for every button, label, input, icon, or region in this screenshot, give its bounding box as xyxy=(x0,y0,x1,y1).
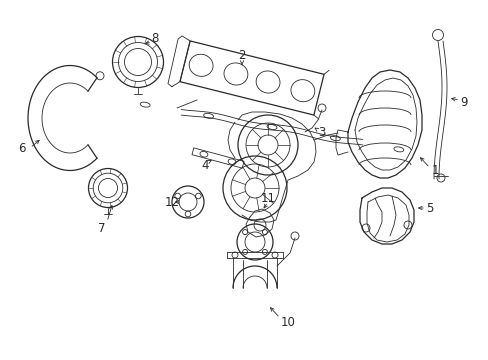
Text: 4: 4 xyxy=(201,158,208,171)
Text: 6: 6 xyxy=(18,141,26,154)
Text: 5: 5 xyxy=(426,202,433,215)
Text: 7: 7 xyxy=(98,221,105,234)
Text: 9: 9 xyxy=(459,95,467,108)
Text: 8: 8 xyxy=(151,31,159,45)
Text: 11: 11 xyxy=(260,192,275,204)
Text: 3: 3 xyxy=(318,126,325,139)
Text: 12: 12 xyxy=(164,195,179,208)
Text: 10: 10 xyxy=(280,315,295,328)
Text: 2: 2 xyxy=(238,49,245,62)
Text: 1: 1 xyxy=(430,163,438,176)
